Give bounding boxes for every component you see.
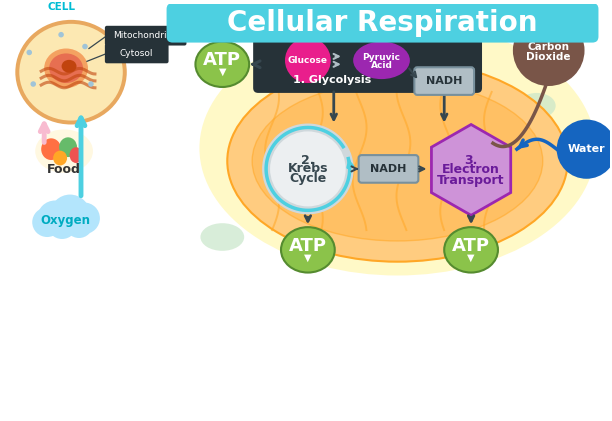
Ellipse shape [15, 20, 127, 125]
Circle shape [31, 81, 36, 87]
FancyBboxPatch shape [166, 3, 599, 43]
Ellipse shape [49, 53, 83, 83]
Text: Cycle: Cycle [289, 172, 327, 185]
Ellipse shape [252, 81, 543, 241]
Circle shape [513, 15, 584, 86]
FancyBboxPatch shape [105, 26, 187, 45]
Circle shape [82, 44, 88, 49]
Text: ▼: ▼ [218, 67, 226, 77]
Text: ATP: ATP [203, 51, 241, 69]
Text: Water: Water [568, 144, 605, 154]
Text: NADH: NADH [426, 76, 463, 86]
Text: 2.: 2. [301, 154, 315, 167]
Text: ▼: ▼ [304, 253, 312, 263]
Text: ▼: ▼ [468, 253, 475, 263]
FancyBboxPatch shape [359, 155, 419, 183]
Ellipse shape [200, 21, 595, 275]
Circle shape [26, 50, 32, 55]
Text: Oxygen: Oxygen [40, 214, 90, 227]
Text: Cytosol: Cytosol [120, 49, 154, 58]
Ellipse shape [70, 147, 83, 163]
Circle shape [270, 131, 346, 206]
Circle shape [262, 123, 354, 214]
Text: Dioxide: Dioxide [526, 52, 571, 62]
Ellipse shape [44, 48, 88, 88]
Ellipse shape [444, 227, 498, 272]
Text: Acid: Acid [371, 61, 392, 70]
Text: 3.: 3. [465, 154, 478, 167]
Text: NADH: NADH [370, 164, 407, 174]
Text: Food: Food [47, 163, 81, 176]
Ellipse shape [227, 60, 567, 262]
Text: CELL: CELL [47, 2, 75, 12]
Ellipse shape [59, 137, 77, 157]
Circle shape [37, 200, 73, 236]
Text: Krebs: Krebs [288, 163, 328, 176]
Circle shape [65, 210, 93, 238]
FancyBboxPatch shape [105, 43, 168, 63]
Circle shape [50, 195, 90, 234]
Circle shape [285, 37, 330, 83]
Ellipse shape [353, 42, 410, 79]
Circle shape [68, 203, 100, 234]
Polygon shape [431, 125, 511, 215]
Ellipse shape [20, 24, 123, 120]
Ellipse shape [62, 60, 76, 73]
Text: ATP: ATP [289, 237, 327, 255]
Ellipse shape [195, 42, 249, 87]
Ellipse shape [35, 129, 93, 173]
Text: Mitochondrion: Mitochondrion [113, 31, 178, 40]
FancyBboxPatch shape [414, 67, 474, 95]
Circle shape [557, 120, 612, 179]
Text: Pyruvic: Pyruvic [362, 53, 400, 62]
Circle shape [32, 208, 62, 237]
Text: Glucose: Glucose [288, 56, 328, 65]
Text: ATP: ATP [452, 237, 490, 255]
Text: Electron: Electron [442, 163, 500, 176]
Text: 1. Glycolysis: 1. Glycolysis [293, 75, 371, 85]
FancyBboxPatch shape [253, 26, 482, 93]
Ellipse shape [281, 227, 335, 272]
Text: Cellular Respiration: Cellular Respiration [227, 9, 538, 37]
Ellipse shape [518, 93, 556, 119]
Text: Carbon: Carbon [528, 42, 570, 51]
Ellipse shape [53, 151, 67, 165]
Ellipse shape [200, 223, 244, 251]
Circle shape [88, 81, 94, 87]
Ellipse shape [41, 139, 61, 160]
Text: Transport: Transport [438, 174, 505, 187]
Circle shape [47, 209, 77, 239]
Circle shape [58, 32, 64, 37]
